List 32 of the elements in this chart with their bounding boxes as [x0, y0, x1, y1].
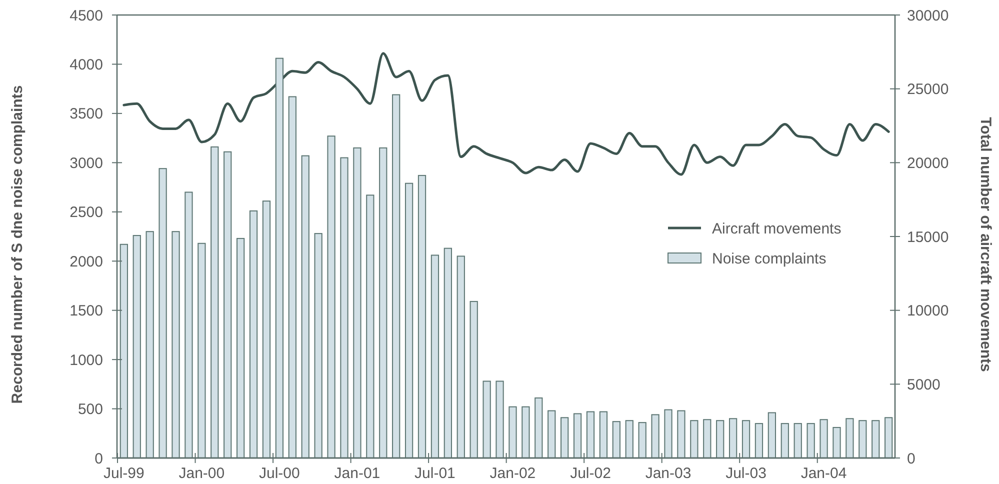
legend-label: Aircraft movements	[712, 220, 842, 238]
legend-label: Noise complaints	[712, 250, 826, 268]
y-tick-label: 1000	[70, 352, 103, 369]
x-tick-label: Jan-04	[800, 465, 847, 482]
y2-tick-label: 5000	[907, 376, 940, 394]
x-tick-label: Jul-03	[726, 465, 766, 482]
x-tick-label: Jul-01	[414, 465, 456, 482]
x-tick-label: Jan-03	[645, 465, 692, 482]
x-tick-label: Jan-01	[334, 465, 380, 482]
y-axis-title: Recorded number of S dne noise complaints	[9, 85, 26, 404]
y-tick-label: 2500	[70, 204, 103, 222]
x-tick-label: Jul-02	[570, 465, 611, 482]
x-tick-label: Jul-00	[259, 465, 300, 482]
x-tick-label: Jan-02	[490, 465, 536, 482]
y2-tick-label: 20000	[907, 154, 949, 172]
y2-axis-title: Total number of aircraft movements	[977, 117, 994, 372]
y2-tick-label: 30000	[907, 7, 949, 24]
x-tick-label: Jul-99	[103, 465, 144, 482]
y-tick-label: 500	[78, 401, 103, 418]
y-tick-label: 0	[94, 450, 103, 468]
y-tick-label: 3000	[70, 154, 103, 172]
y2-tick-label: 0	[907, 450, 916, 468]
line-series	[122, 52, 890, 176]
y-tick-label: 1500	[70, 302, 103, 320]
y2-tick-label: 25000	[907, 81, 949, 98]
y2-tick-label: 15000	[907, 228, 949, 246]
y2-tick-label: 10000	[907, 302, 949, 320]
y-tick-label: 4500	[70, 7, 103, 24]
y-tick-label: 3500	[70, 106, 103, 123]
y-tick-label: 4000	[70, 56, 103, 74]
y-tick-label: 2000	[70, 253, 103, 270]
x-tick-label: Jan-00	[178, 465, 225, 482]
